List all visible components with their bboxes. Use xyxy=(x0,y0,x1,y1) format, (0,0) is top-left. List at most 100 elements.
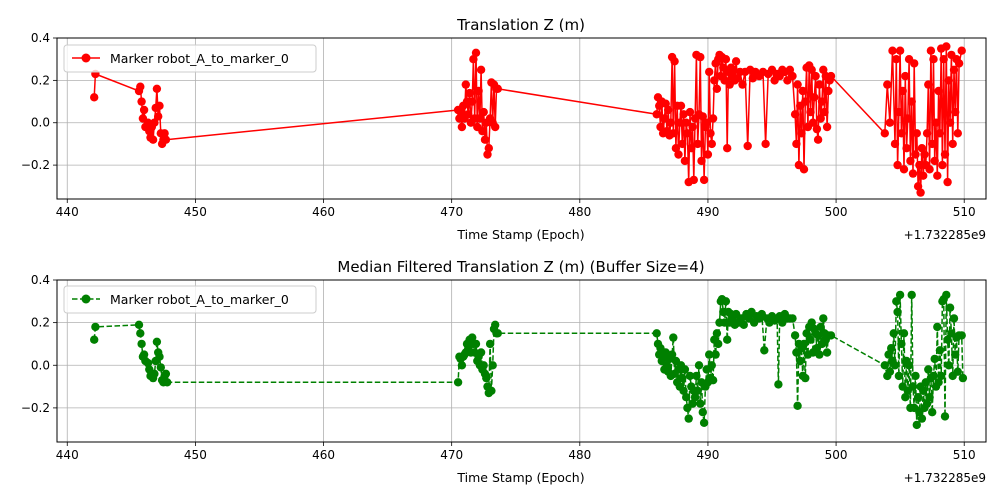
data-point xyxy=(901,71,910,81)
data-point xyxy=(937,371,946,381)
x-tick-label: 500 xyxy=(825,205,848,219)
data-point xyxy=(479,107,488,117)
data-point xyxy=(894,371,904,381)
data-point xyxy=(931,118,941,127)
data-point xyxy=(664,105,673,115)
ticks: 440 450 460 470 480 490 500 510 −0.2 0.0 0.2 0.4 xyxy=(21,31,976,219)
chart-title: Translation Z (m) xyxy=(456,16,585,34)
data-point xyxy=(808,118,818,127)
data-point xyxy=(487,386,496,395)
data-point xyxy=(698,112,707,121)
data-point xyxy=(916,188,925,197)
x-tick-label: 480 xyxy=(568,448,591,462)
data-point xyxy=(680,156,690,166)
data-point xyxy=(710,76,719,85)
data-point xyxy=(897,339,906,349)
data-point xyxy=(799,339,809,349)
data-point xyxy=(150,369,159,378)
data-point xyxy=(661,99,670,108)
data-point xyxy=(806,107,815,117)
data-point xyxy=(934,86,943,96)
data-point xyxy=(924,80,933,89)
data-point xyxy=(908,382,918,391)
data-point xyxy=(902,144,911,153)
data-point xyxy=(706,129,715,138)
data-point xyxy=(904,361,914,370)
y-tick-label: 0.2 xyxy=(31,316,50,330)
data-point xyxy=(723,335,732,344)
x-axis-label: Time Stamp (Epoch) xyxy=(456,227,584,242)
data-point xyxy=(708,114,718,123)
data-point xyxy=(943,177,952,187)
data-point xyxy=(699,418,709,427)
data-point xyxy=(714,339,723,349)
data-point xyxy=(685,107,695,117)
data-point xyxy=(660,114,669,123)
data-point xyxy=(885,118,895,127)
data-point xyxy=(810,93,819,102)
data-point xyxy=(807,65,816,75)
data-point xyxy=(813,331,823,340)
plot-frame xyxy=(56,37,987,200)
data-point xyxy=(662,361,672,370)
data-point xyxy=(476,348,486,357)
data-point xyxy=(906,156,915,166)
data-point xyxy=(674,150,683,159)
data-point xyxy=(890,361,900,370)
data-point xyxy=(152,84,162,94)
legend-box xyxy=(63,285,317,314)
data-point xyxy=(485,339,495,349)
data-point xyxy=(940,150,950,159)
data-point xyxy=(892,297,901,306)
data-point xyxy=(139,105,149,115)
data-point xyxy=(711,350,720,359)
data-point xyxy=(819,65,828,75)
data-point xyxy=(476,65,486,75)
legend-box xyxy=(63,44,317,73)
data-point xyxy=(698,408,707,417)
data-point xyxy=(885,367,895,376)
data-point xyxy=(884,350,893,359)
data-point xyxy=(911,150,920,159)
data-point xyxy=(137,97,146,106)
data-point xyxy=(797,129,806,138)
data-point xyxy=(675,118,684,127)
x-tick-label: 440 xyxy=(56,205,79,219)
data-point xyxy=(471,48,481,57)
data-point xyxy=(91,322,100,332)
data-point xyxy=(894,107,904,117)
data-point xyxy=(899,329,909,338)
data-point xyxy=(669,129,678,138)
x-tick-label: 490 xyxy=(696,448,719,462)
data-point xyxy=(934,378,943,387)
data-point xyxy=(788,314,797,323)
data-point xyxy=(707,139,716,149)
y-tick-label: 0.0 xyxy=(31,116,50,130)
ticks: 440 450 460 470 480 490 500 510 −0.2 0.0 0.2 0.4 xyxy=(21,273,976,462)
data-point xyxy=(699,175,709,185)
data-point xyxy=(743,141,752,151)
x-tick-label: 470 xyxy=(440,448,463,462)
data-point xyxy=(705,67,714,77)
data-point xyxy=(944,361,953,370)
data-point xyxy=(903,114,912,123)
data-point xyxy=(679,110,688,119)
data-point xyxy=(696,52,705,62)
data-point xyxy=(669,333,678,342)
x-tick-label: 500 xyxy=(825,448,848,462)
y-tick-label: 0.2 xyxy=(31,73,50,87)
data-point xyxy=(928,408,937,417)
data-point xyxy=(925,393,934,402)
chart-title: Median Filtered Translation Z (m) (Buffe… xyxy=(337,258,704,276)
x-offset-label: +1.732285e9 xyxy=(904,228,986,242)
data-point xyxy=(152,337,162,346)
x-tick-label: 450 xyxy=(184,448,207,462)
x-tick-label: 460 xyxy=(312,448,335,462)
data-point xyxy=(707,361,716,370)
data-point xyxy=(826,71,836,81)
series-layer xyxy=(90,290,968,430)
data-point xyxy=(694,361,704,370)
data-point xyxy=(793,401,802,410)
data-point xyxy=(456,107,465,117)
data-point xyxy=(958,373,968,383)
